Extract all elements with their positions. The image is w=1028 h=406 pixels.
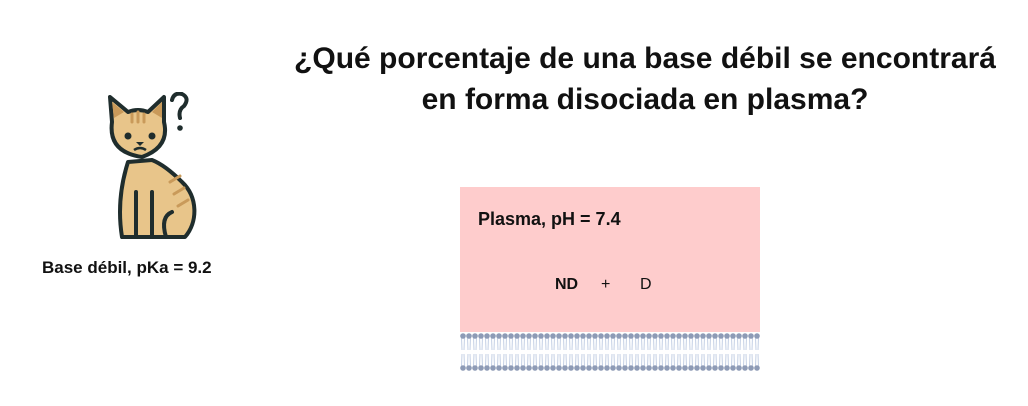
base-label: Base débil, pKa = 9.2 bbox=[42, 258, 212, 277]
cat-question-icon bbox=[108, 92, 197, 239]
question-title: ¿Qué porcentaje de una base débil se enc… bbox=[294, 42, 996, 116]
plasma-label: Plasma, pH = 7.4 bbox=[478, 209, 621, 229]
plus-sign: + bbox=[601, 276, 611, 293]
species-nd: ND bbox=[555, 276, 579, 293]
species-d: D bbox=[640, 276, 652, 293]
plasma-compartment: Plasma, pH = 7.4 ND + D bbox=[460, 187, 760, 332]
lipid-bilayer-membrane bbox=[460, 332, 760, 372]
